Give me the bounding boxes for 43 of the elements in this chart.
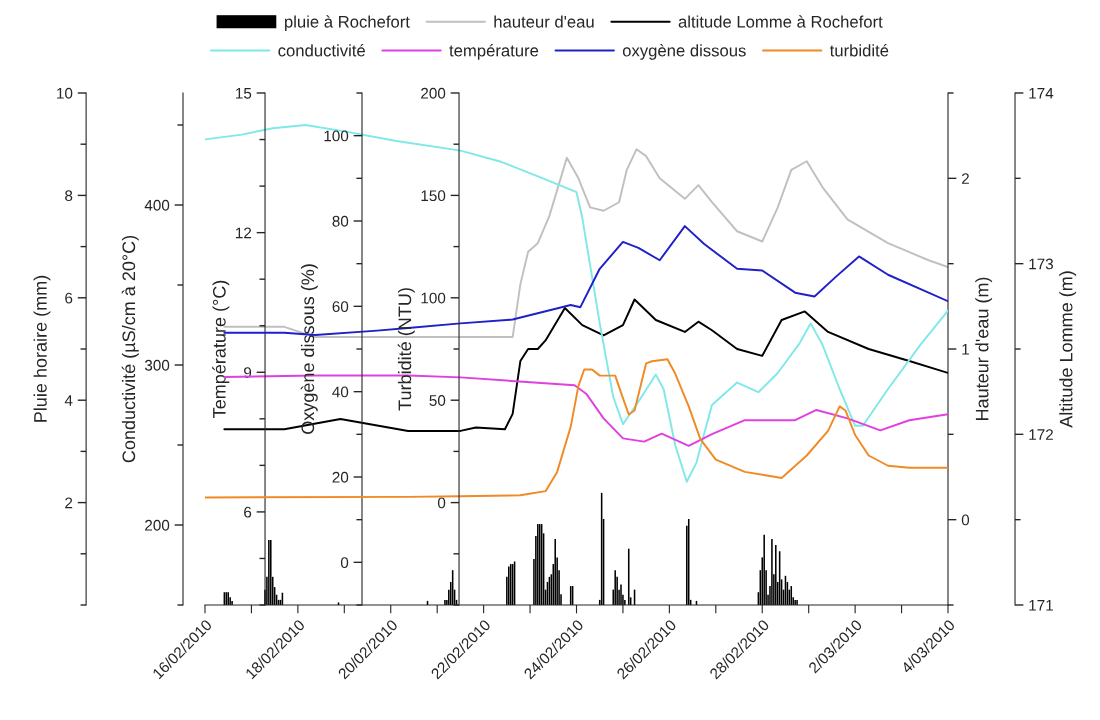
y-tick-label: 2 — [65, 497, 73, 509]
y3-tick-label: 80 — [332, 215, 349, 227]
y2-tick-label: 6 — [244, 506, 252, 518]
legend-label: hauteur d'eau — [494, 15, 594, 28]
y-tick-label: 200 — [421, 87, 446, 99]
y-tick-label: 8 — [65, 190, 73, 202]
y3-tick-label: 0 — [340, 557, 349, 569]
y3-tick-label: 100 — [324, 130, 349, 142]
y-tick-label: 50 — [429, 395, 446, 406]
y-tick-label: 300 — [144, 359, 170, 371]
y2-tick-label: 1 — [962, 344, 969, 355]
y2-tick-label: 0 — [961, 514, 970, 526]
y3-axis-title: Altitude Lomme (m) — [1059, 271, 1077, 428]
y3-tick-label: 172 — [1029, 429, 1053, 440]
legend-label: pluie à Rochefort — [285, 15, 410, 31]
legend-label: conductivité — [278, 44, 365, 57]
y2-tick-label: 15 — [236, 88, 252, 99]
y2-axis-title: Température (°C) — [212, 280, 230, 418]
y-axis-title: Turbidité (NTU) — [397, 288, 415, 411]
legend-label: température — [449, 44, 539, 60]
y-tick-label: 10 — [57, 87, 73, 99]
legend-label: turbidité — [829, 44, 889, 57]
y2-tick-label: 12 — [236, 227, 252, 239]
y2-tick-label: 2 — [961, 173, 969, 184]
y3-tick-label: 40 — [332, 386, 349, 398]
legend-label: altitude Lomme à Rochefort — [678, 15, 883, 28]
y-tick-label: 200 — [145, 519, 170, 531]
y-tick-label: 4 — [64, 395, 73, 406]
y3-tick-label: 173 — [1029, 258, 1054, 270]
y3-tick-label: 171 — [1029, 600, 1053, 611]
y3-tick-label: 60 — [332, 301, 349, 313]
y-tick-label: 100 — [421, 292, 446, 304]
y-axis-title: Pluie horaire (mm) — [33, 275, 51, 422]
y3-axis-title: Oxygène dissous (%) — [300, 264, 318, 434]
y-tick-label: 6 — [65, 292, 73, 304]
legend-label: oxygène dissous — [622, 44, 746, 60]
y3-tick-label: 174 — [1029, 88, 1054, 99]
y-tick-label: 0 — [437, 497, 446, 509]
y-tick-label: 150 — [421, 190, 446, 202]
y-axis-title: Conductivité (µS/cm à 20°C) — [121, 235, 139, 463]
y3-tick-label: 20 — [332, 471, 349, 483]
y2-axis-title: Hauteur d'eau (m) — [975, 277, 993, 420]
y-tick-label: 400 — [144, 199, 170, 211]
